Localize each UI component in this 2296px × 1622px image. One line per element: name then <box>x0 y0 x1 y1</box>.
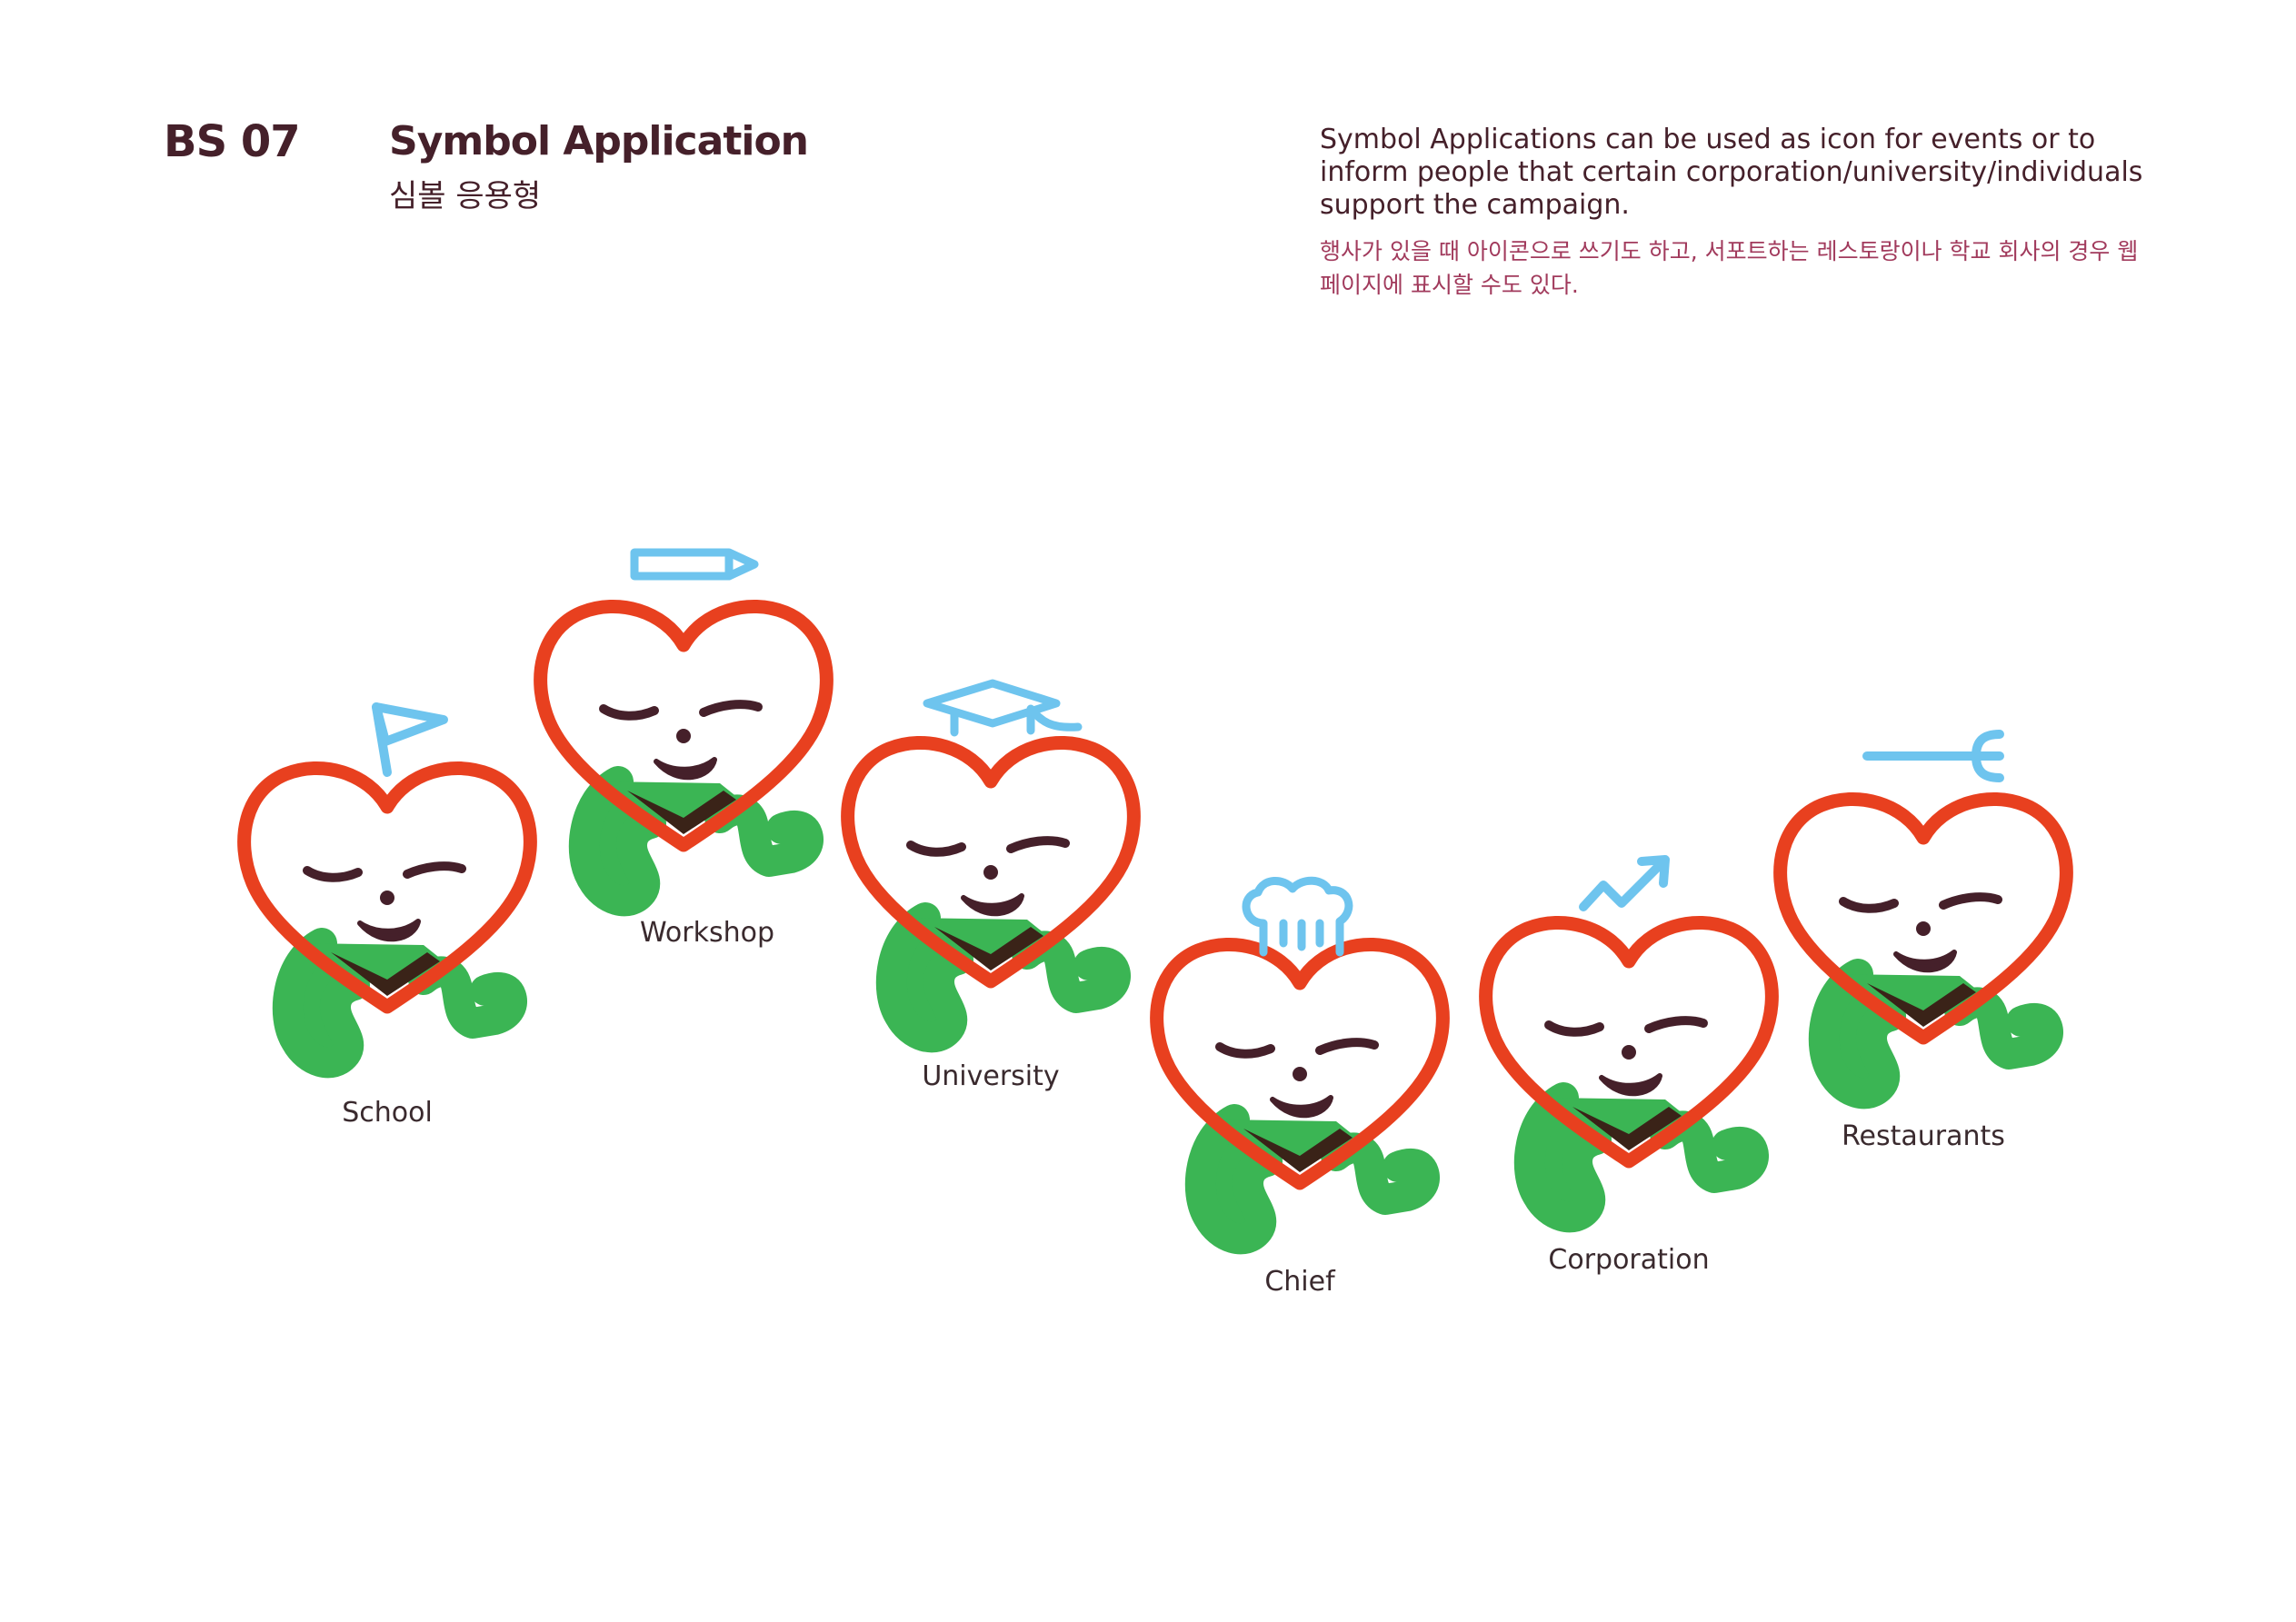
page-title: Symbol Application <box>389 118 809 164</box>
pencil-icon <box>630 548 759 581</box>
flag-icon <box>372 702 448 777</box>
chef-hat-icon <box>1242 876 1353 957</box>
character-label: Restaurants <box>1842 1120 2005 1152</box>
mascot-restaurants: Restaurants <box>1781 730 2067 1152</box>
heart-mascot-icon <box>541 606 827 901</box>
heart-mascot-icon <box>848 742 1134 1037</box>
graduation-cap-icon <box>923 679 1083 737</box>
description-korean: 행사가 있을 때 아이콘으로 쓰기도 하고, 서포트하는 레스토랑이나 학교 회… <box>1320 238 2139 298</box>
description-english: Symbol Applications can be used as icon … <box>1320 124 2143 221</box>
mascot-school: School <box>245 702 531 1129</box>
heart-mascot-icon <box>1157 944 1443 1239</box>
character-label: School <box>342 1097 433 1129</box>
section-code: BS 07 <box>164 116 301 167</box>
trend-arrow-icon <box>1579 855 1670 911</box>
heart-mascot-icon <box>245 768 531 1062</box>
mascot-workshop: Workshop <box>541 548 827 949</box>
mascot-corporation: Corporation <box>1486 855 1772 1276</box>
mascot-university: University <box>848 679 1134 1092</box>
heart-mascot-icon <box>1781 799 2067 1093</box>
character-label: University <box>922 1060 1059 1092</box>
fork-icon <box>1862 730 2004 782</box>
heart-mascot-icon <box>1486 922 1772 1217</box>
mascot-chief: Chief <box>1157 876 1443 1298</box>
page-subtitle: 심볼 응용형 <box>389 178 542 214</box>
character-label: Corporation <box>1548 1244 1709 1276</box>
character-label: Workshop <box>640 917 774 949</box>
character-label: Chief <box>1264 1266 1336 1298</box>
